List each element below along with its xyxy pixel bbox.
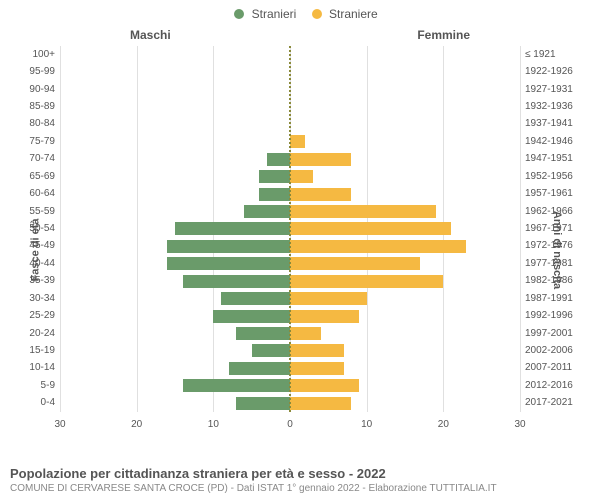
- age-label: 20-24: [5, 329, 55, 339]
- bar-female: [290, 327, 321, 340]
- birth-year-label: 2002-2006: [525, 346, 595, 356]
- bar-male: [229, 362, 290, 375]
- zero-axis-line: [289, 46, 291, 412]
- header-male: Maschi: [130, 28, 171, 42]
- age-label: 75-79: [5, 137, 55, 147]
- x-tick-label: 30: [514, 419, 525, 430]
- population-pyramid-chart: Stranieri Straniere Maschi Femmine Fasce…: [0, 0, 600, 500]
- birth-year-label: 1992-1996: [525, 311, 595, 321]
- bar-male: [213, 310, 290, 323]
- bar-male: [167, 240, 290, 253]
- age-label: 70-74: [5, 154, 55, 164]
- bar-male: [236, 397, 290, 410]
- bar-male: [252, 344, 290, 357]
- birth-year-label: 2017-2021: [525, 398, 595, 408]
- legend-swatch-male: [234, 9, 244, 19]
- x-tick-label: 30: [54, 419, 65, 430]
- header-female: Femmine: [417, 28, 470, 42]
- chart-footer: Popolazione per cittadinanza straniera p…: [10, 466, 590, 494]
- legend-swatch-female: [312, 9, 322, 19]
- age-label: 30-34: [5, 294, 55, 304]
- age-label: 10-14: [5, 363, 55, 373]
- bar-female: [290, 170, 313, 183]
- birth-year-label: 1927-1931: [525, 85, 595, 95]
- chart-subtitle: COMUNE DI CERVARESE SANTA CROCE (PD) - D…: [10, 483, 590, 494]
- bar-male: [221, 292, 290, 305]
- birth-year-label: 1937-1941: [525, 119, 595, 129]
- birth-year-label: 1977-1981: [525, 259, 595, 269]
- age-label: 80-84: [5, 119, 55, 129]
- age-label: 85-89: [5, 102, 55, 112]
- bar-female: [290, 240, 466, 253]
- age-label: 45-49: [5, 241, 55, 251]
- gridline: [520, 46, 521, 412]
- x-tick-label: 0: [287, 419, 293, 430]
- bar-female: [290, 153, 351, 166]
- age-label: 0-4: [5, 398, 55, 408]
- legend-label-male: Stranieri: [252, 7, 297, 21]
- bar-male: [267, 153, 290, 166]
- bar-male: [259, 170, 290, 183]
- age-label: 50-54: [5, 224, 55, 234]
- birth-year-label: 1972-1976: [525, 241, 595, 251]
- birth-year-label: ≤ 1921: [525, 50, 595, 60]
- age-label: 15-19: [5, 346, 55, 356]
- bar-male: [175, 222, 290, 235]
- bar-female: [290, 257, 420, 270]
- birth-year-label: 1952-1956: [525, 172, 595, 182]
- birth-year-label: 1982-1986: [525, 276, 595, 286]
- bar-female: [290, 205, 436, 218]
- birth-year-label: 1967-1971: [525, 224, 595, 234]
- birth-year-label: 1947-1951: [525, 154, 595, 164]
- bar-male: [183, 379, 290, 392]
- chart-title: Popolazione per cittadinanza straniera p…: [10, 466, 590, 481]
- birth-year-label: 1922-1926: [525, 67, 595, 77]
- x-tick-label: 20: [131, 419, 142, 430]
- bar-female: [290, 344, 344, 357]
- birth-year-label: 2012-2016: [525, 381, 595, 391]
- x-tick-label: 10: [361, 419, 372, 430]
- birth-year-label: 1957-1961: [525, 189, 595, 199]
- birth-year-label: 1987-1991: [525, 294, 595, 304]
- bar-female: [290, 379, 359, 392]
- age-label: 60-64: [5, 189, 55, 199]
- bar-male: [236, 327, 290, 340]
- age-label: 55-59: [5, 207, 55, 217]
- age-label: 5-9: [5, 381, 55, 391]
- legend: Stranieri Straniere: [0, 0, 600, 28]
- x-tick-label: 10: [208, 419, 219, 430]
- bar-female: [290, 362, 344, 375]
- column-headers: Maschi Femmine: [0, 28, 600, 46]
- legend-label-female: Straniere: [329, 7, 378, 21]
- age-label: 25-29: [5, 311, 55, 321]
- birth-year-label: 1997-2001: [525, 329, 595, 339]
- age-label: 65-69: [5, 172, 55, 182]
- bar-female: [290, 135, 305, 148]
- age-label: 90-94: [5, 85, 55, 95]
- plot-area: 3020100102030100+≤ 192195-991922-192690-…: [60, 46, 520, 436]
- age-label: 95-99: [5, 67, 55, 77]
- bar-male: [183, 275, 290, 288]
- bar-female: [290, 292, 367, 305]
- age-label: 40-44: [5, 259, 55, 269]
- bar-female: [290, 397, 351, 410]
- bar-female: [290, 275, 443, 288]
- bar-male: [167, 257, 290, 270]
- birth-year-label: 1962-1966: [525, 207, 595, 217]
- x-tick-label: 20: [438, 419, 449, 430]
- bar-male: [244, 205, 290, 218]
- age-label: 100+: [5, 50, 55, 60]
- birth-year-label: 1932-1936: [525, 102, 595, 112]
- bar-female: [290, 188, 351, 201]
- bar-female: [290, 310, 359, 323]
- bar-female: [290, 222, 451, 235]
- age-label: 35-39: [5, 276, 55, 286]
- bar-male: [259, 188, 290, 201]
- birth-year-label: 2007-2011: [525, 363, 595, 373]
- birth-year-label: 1942-1946: [525, 137, 595, 147]
